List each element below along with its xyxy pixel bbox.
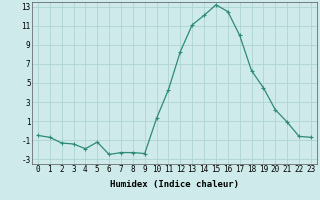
X-axis label: Humidex (Indice chaleur): Humidex (Indice chaleur) — [110, 180, 239, 189]
